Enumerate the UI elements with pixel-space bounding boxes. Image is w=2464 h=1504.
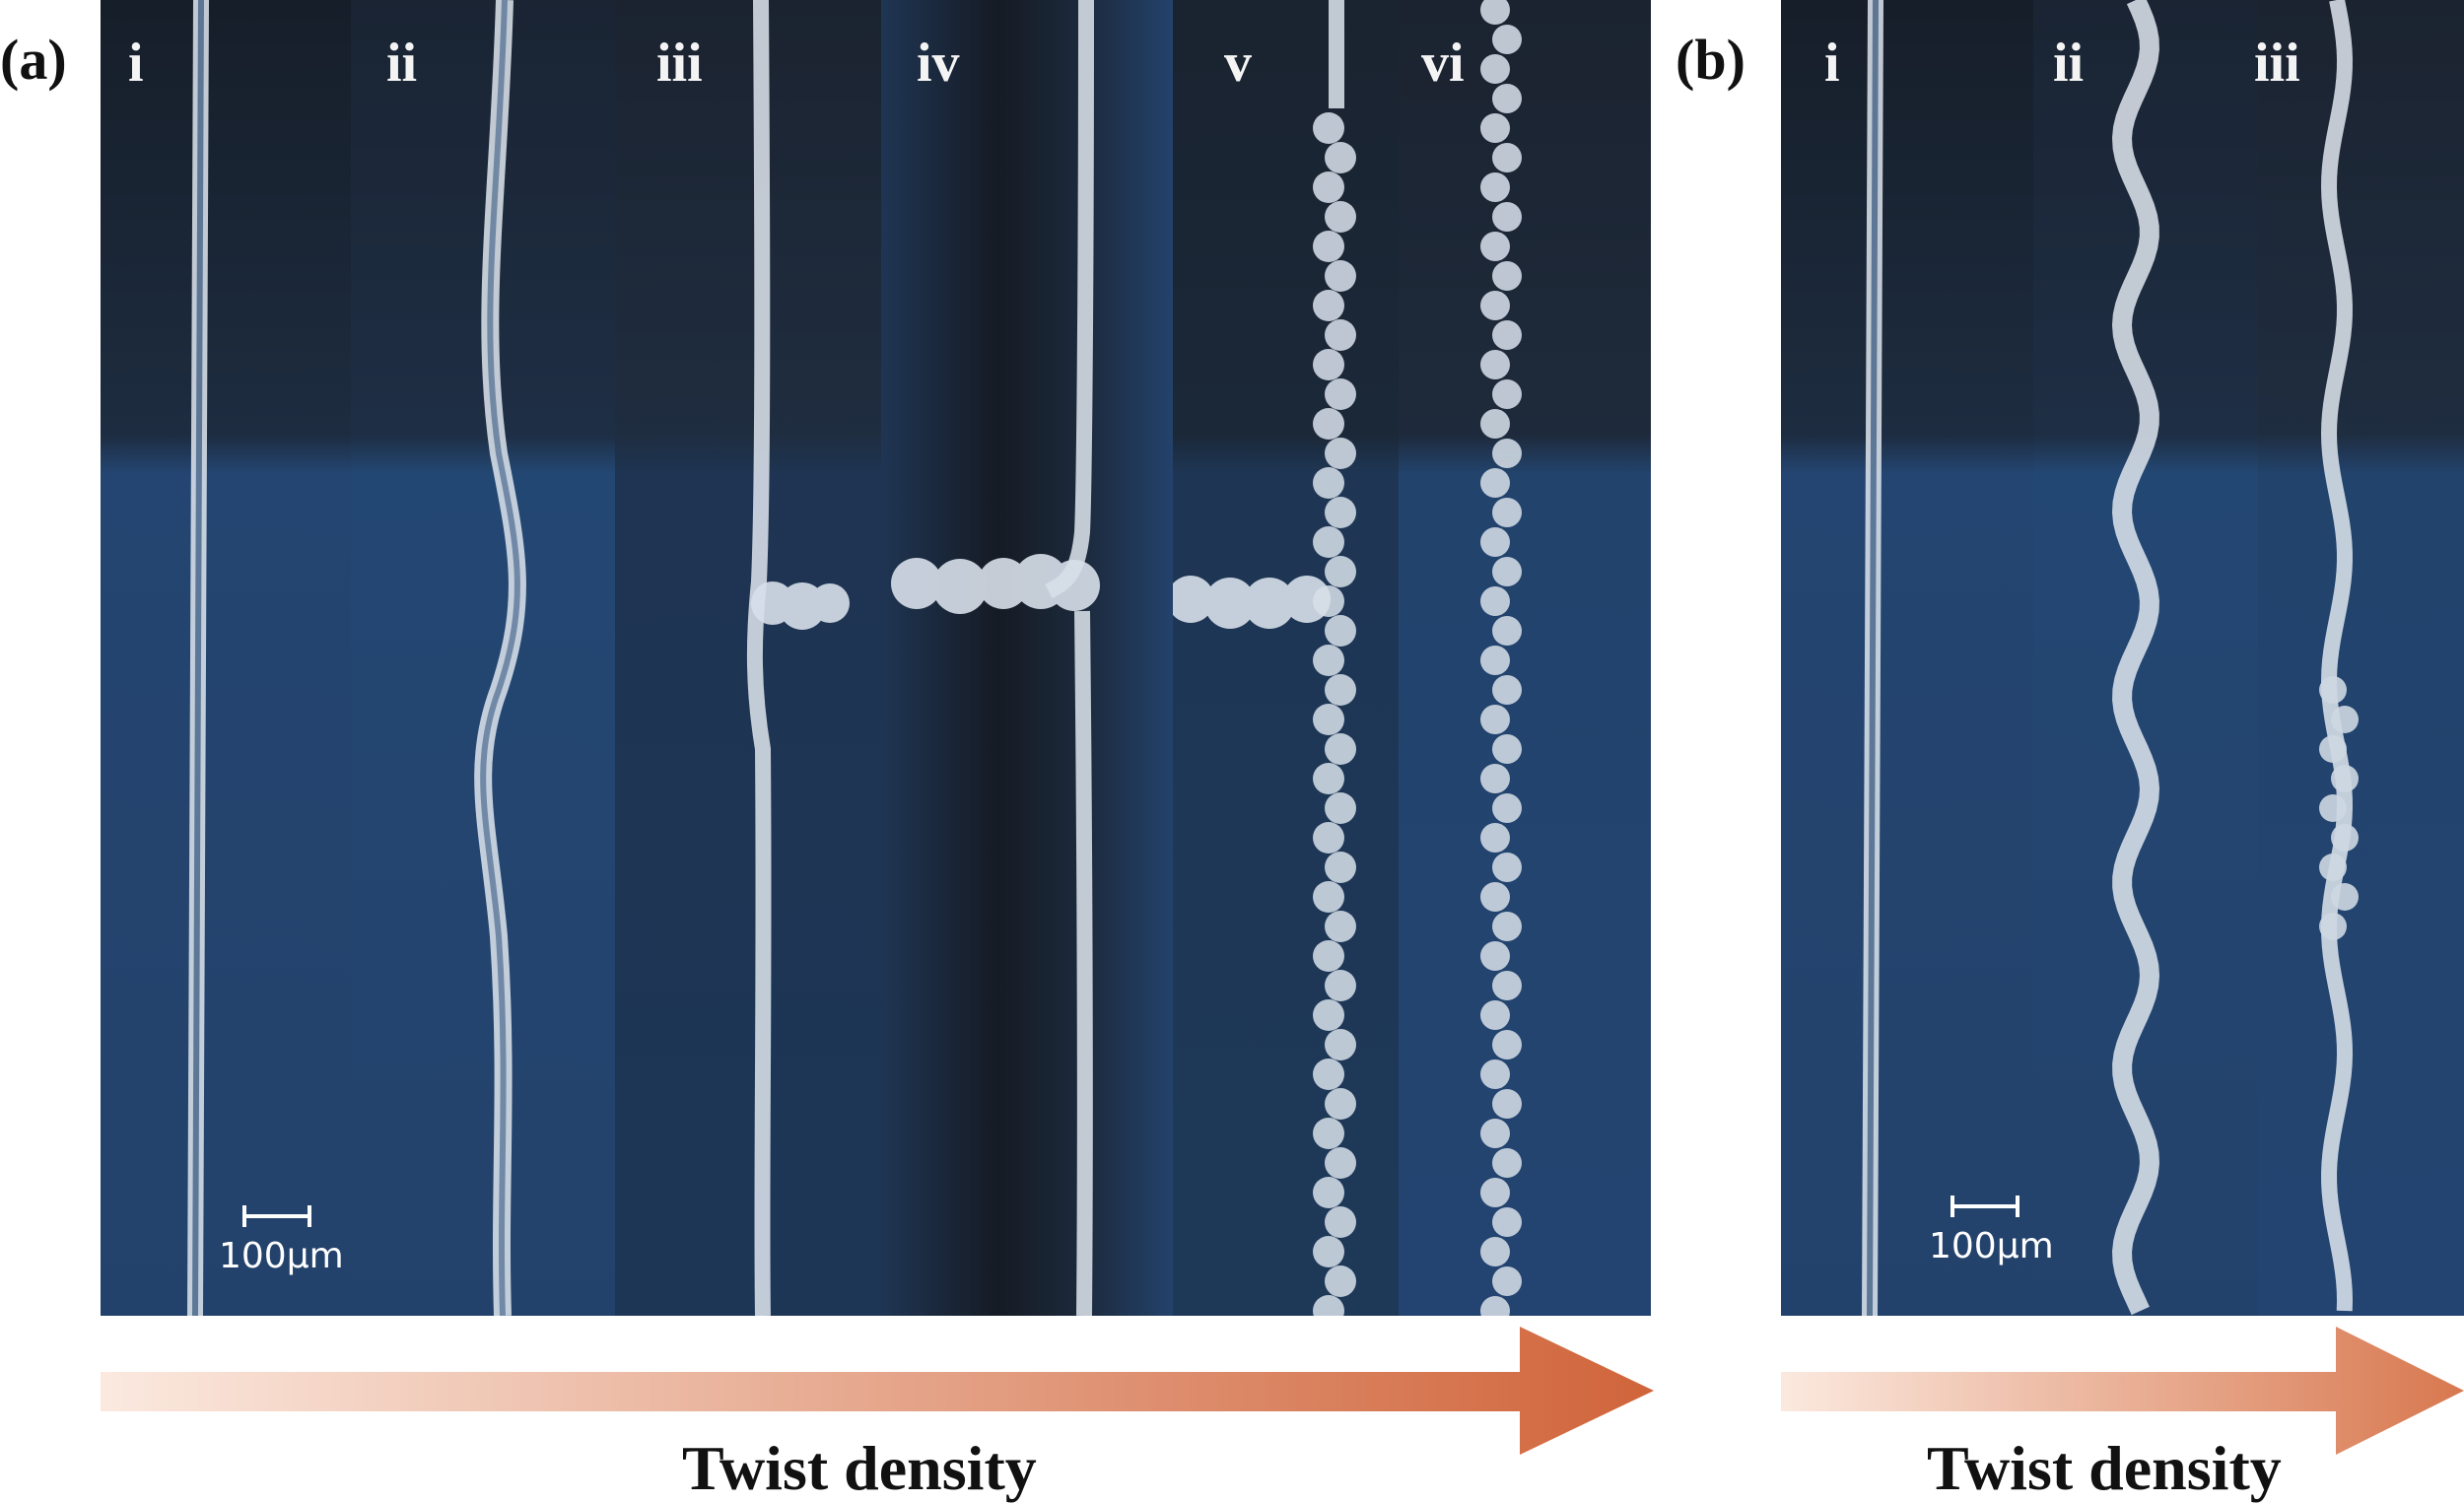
strip-label-iii: iii [656, 33, 703, 94]
strip-label-ii: ii [386, 33, 418, 94]
strip-label-b-ii: ii [2053, 33, 2085, 94]
strip-label-i: i [128, 33, 144, 94]
scale-bar-a-label: 100μm [219, 1236, 344, 1276]
panel-a-strip-v [1173, 0, 1399, 1316]
strip-label-v: v [1224, 33, 1252, 94]
panel-a-strip-ii [351, 0, 615, 1316]
panel-a-image: i ii iii iv v vi 100μm [101, 0, 1651, 1316]
twist-density-label-b: Twist density [1927, 1433, 2282, 1503]
strip-label-b-iii: iii [2254, 33, 2300, 94]
panel-b-strip-i [1781, 0, 2033, 1316]
twist-density-arrow-b [1781, 1327, 2464, 1455]
panel-a-letter: (a) [0, 28, 67, 92]
twist-density-label-a: Twist density [682, 1433, 1037, 1503]
panel-b-strip-ii [2033, 0, 2258, 1316]
panel-a-strip-iv [881, 0, 1173, 1316]
strip-label-iv: iv [917, 33, 960, 94]
panel-b-strip-iii [2258, 0, 2464, 1316]
panel-b-letter: (b) [1676, 28, 1745, 92]
panel-a-strip-iii [615, 0, 881, 1316]
panel-a-strip-i [101, 0, 351, 1316]
strip-label-b-i: i [1824, 33, 1840, 94]
panel-a-strip-vi [1399, 0, 1651, 1316]
strip-label-vi: vi [1421, 33, 1465, 94]
scale-bar-b-label: 100μm [1929, 1226, 2054, 1266]
panel-b-image: i ii iii 100μm [1781, 0, 2464, 1316]
twist-density-arrow-a [101, 1327, 1654, 1455]
